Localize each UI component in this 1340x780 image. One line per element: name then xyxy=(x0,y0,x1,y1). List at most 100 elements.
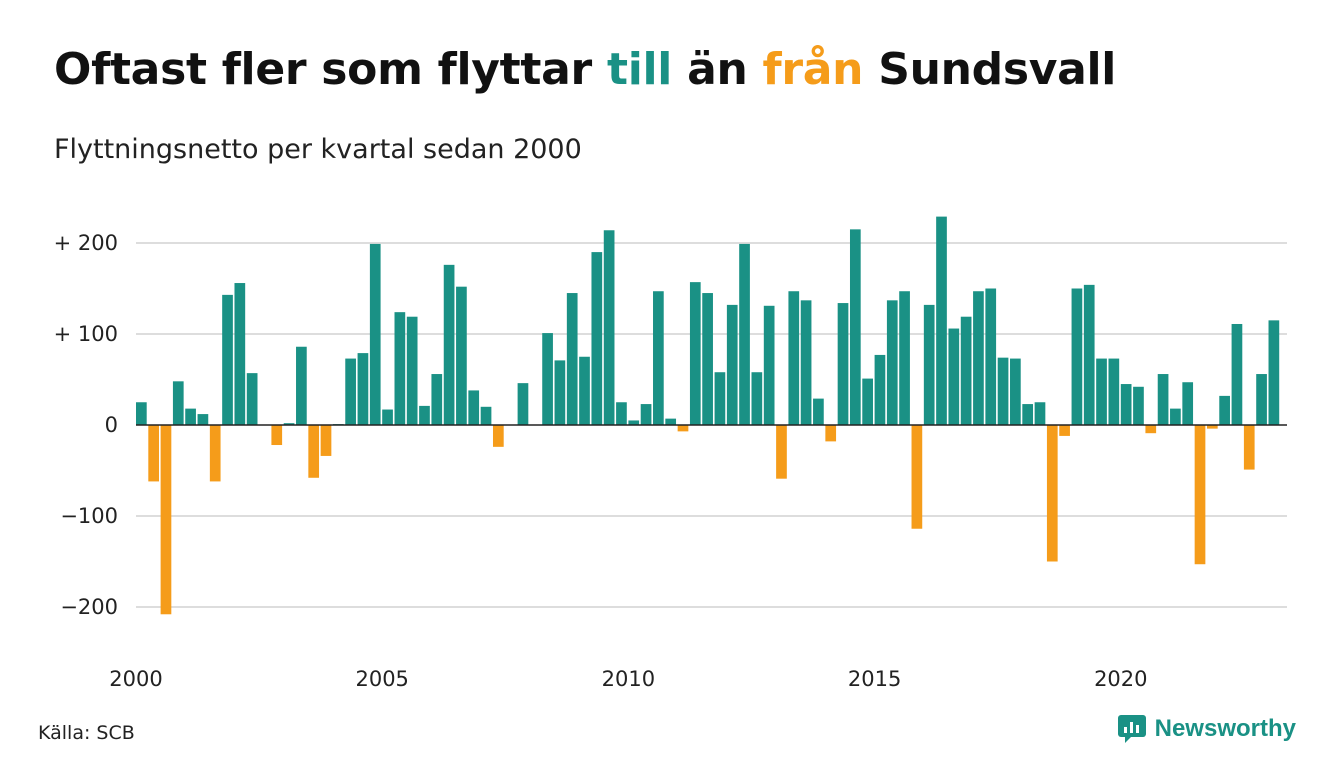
bar-q45 xyxy=(677,425,689,432)
newsworthy-logo-icon xyxy=(1117,715,1146,743)
bar-q23 xyxy=(406,316,418,425)
bar-q48 xyxy=(714,372,726,425)
title-part-2: än xyxy=(672,44,763,95)
bar-q88 xyxy=(1206,425,1218,429)
bar-q37 xyxy=(579,356,590,425)
bar-q26 xyxy=(443,264,455,425)
bar-q46 xyxy=(689,282,701,425)
y-tick-label-0: + 200 xyxy=(54,231,118,255)
bar-q5 xyxy=(185,408,196,425)
bar-q90 xyxy=(1231,323,1243,425)
bar-q13 xyxy=(283,423,295,425)
bar-q32 xyxy=(517,383,529,425)
title-highlight-fran: från xyxy=(762,44,864,95)
bar-q6 xyxy=(197,414,209,425)
chart-title: Oftast fler som flyttar till än från Sun… xyxy=(54,44,1116,95)
bar-q57 xyxy=(825,425,837,442)
bar-q69 xyxy=(973,291,984,425)
bar-q19 xyxy=(357,353,369,425)
bar-q1 xyxy=(136,402,147,425)
bar-q80 xyxy=(1108,358,1120,425)
bar-q86 xyxy=(1182,382,1194,425)
bar-q55 xyxy=(800,300,812,425)
bar-q28 xyxy=(468,390,480,425)
bar-q85 xyxy=(1170,408,1181,425)
y-tick-label-4: −200 xyxy=(60,595,118,619)
x-tick-label-2020: 2020 xyxy=(1094,667,1147,691)
bar-q35 xyxy=(554,360,566,425)
bar-q15 xyxy=(308,425,320,478)
bar-q2 xyxy=(148,425,160,482)
bar-q58 xyxy=(837,303,849,425)
bar-q72 xyxy=(1010,358,1021,425)
x-axis-tick-labels: 2000 2005 2010 2015 2020 xyxy=(109,667,1147,691)
bar-q42 xyxy=(640,404,652,425)
bar-q51 xyxy=(751,372,763,425)
bar-q44 xyxy=(665,418,677,425)
bar-q75 xyxy=(1046,425,1058,562)
bar-q30 xyxy=(492,425,504,447)
bar-q14 xyxy=(296,346,307,425)
bar-q67 xyxy=(948,328,960,425)
bar-q78 xyxy=(1083,284,1095,425)
bar-q43 xyxy=(653,291,664,425)
bar-q81 xyxy=(1120,384,1132,425)
bar-q47 xyxy=(702,293,713,425)
bar-q7 xyxy=(209,425,221,482)
title-part-3: Sundsvall xyxy=(863,44,1117,95)
bar-q54 xyxy=(788,291,800,425)
bar-q79 xyxy=(1096,358,1107,425)
y-axis-tick-labels: + 200 + 100 0 −100 −200 xyxy=(54,231,118,619)
title-highlight-till: till xyxy=(606,44,673,95)
bar-q60 xyxy=(862,378,873,425)
bar-q84 xyxy=(1157,374,1169,425)
brand-name: Newsworthy xyxy=(1154,715,1296,742)
bar-q16 xyxy=(320,425,332,456)
bar-q59 xyxy=(849,229,861,425)
bar-q71 xyxy=(997,357,1009,425)
x-tick-label-2010: 2010 xyxy=(602,667,655,691)
bar-q3 xyxy=(160,425,172,615)
bar-q73 xyxy=(1022,404,1034,425)
bar-q12 xyxy=(271,425,283,446)
bar-q9 xyxy=(234,283,246,425)
bar-q65 xyxy=(923,304,935,425)
title-part-1: Oftast fler som flyttar xyxy=(54,44,607,95)
bar-q41 xyxy=(628,420,640,425)
bar-q56 xyxy=(813,398,824,425)
bar-q40 xyxy=(616,402,627,425)
bar-q10 xyxy=(246,373,258,425)
y-tick-label-2: 0 xyxy=(105,413,118,437)
bar-q87 xyxy=(1194,425,1206,565)
bar-chart: + 200 + 100 0 −100 −200 2000 2005 2010 2015 2020 xyxy=(54,216,1287,691)
bar-q24 xyxy=(419,405,430,425)
bar-q29 xyxy=(480,406,492,425)
y-tick-label-1: + 100 xyxy=(54,322,118,346)
bar-q83 xyxy=(1145,425,1157,434)
bar-q74 xyxy=(1034,402,1046,425)
bar-q25 xyxy=(431,374,443,425)
source-note: Källa: SCB xyxy=(38,722,135,744)
bar-q82 xyxy=(1133,386,1144,425)
bar-q61 xyxy=(874,354,886,425)
bar-q22 xyxy=(394,312,406,425)
chart-subtitle: Flyttningsnetto per kvartal sedan 2000 xyxy=(54,134,582,165)
bar-q20 xyxy=(369,243,381,425)
bar-q27 xyxy=(456,286,467,425)
bar-q34 xyxy=(542,333,553,425)
newsworthy-logo[interactable]: Newsworthy xyxy=(1117,714,1296,744)
bar-q4 xyxy=(172,381,184,425)
x-tick-label-2005: 2005 xyxy=(355,667,408,691)
bar-q38 xyxy=(591,252,603,425)
bar-q68 xyxy=(960,316,972,425)
bar-q49 xyxy=(726,304,738,425)
bar-q18 xyxy=(345,358,356,425)
bar-q77 xyxy=(1071,288,1083,425)
bar-q76 xyxy=(1059,425,1070,436)
bars xyxy=(136,216,1280,615)
bar-q8 xyxy=(222,294,233,425)
bar-q64 xyxy=(911,425,923,529)
bar-q53 xyxy=(776,425,787,479)
bar-q89 xyxy=(1219,395,1230,425)
bar-q70 xyxy=(985,288,997,425)
